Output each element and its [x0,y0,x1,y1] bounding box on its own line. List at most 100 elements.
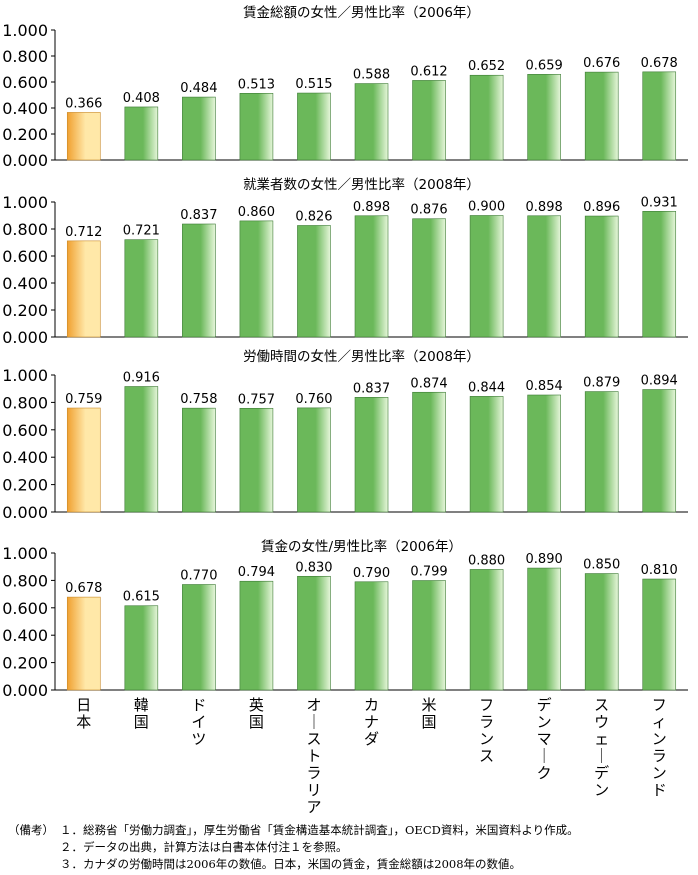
data-label: 0.916 [123,371,160,386]
x-tick-label: 日本 [76,696,91,731]
y-tick-label: 0.200 [2,476,48,495]
y-tick-label: 0.000 [2,151,48,170]
y-tick-label: 0.000 [2,681,48,700]
bar-オーストラリア [297,407,331,513]
note-row-3: ３．カナダの労働時間は2006年の数値。日本，米国の賃金，賃金総額は2008年の… [8,856,579,873]
y-tick-label: 1.000 [2,193,48,212]
x-tick-label: 米国 [422,696,437,731]
data-label: 0.860 [238,205,275,220]
bar-オーストラリア [297,575,331,691]
bar-フランス [469,74,504,161]
data-label: 0.844 [468,380,505,395]
bar-韓国 [124,106,159,161]
y-tick-label: 0.600 [2,247,48,266]
chart-panel-2: 就業者数の女性／男性比率（2008年） 0.000 0.200 0.400 0.600 0… [2,176,688,347]
notes-label: （備考） [8,823,54,837]
bar-米国 [412,80,446,161]
data-label: 0.896 [583,200,620,215]
y-tick-label: 1.000 [2,21,48,40]
chart-title: 労働時間の女性／男性比率（2008年） [243,348,480,365]
bar-ドイツ [182,223,216,338]
x-tick-label: フィンランド [652,696,667,799]
data-label: 0.760 [295,392,332,407]
data-label: 0.931 [641,195,678,210]
data-label: 0.678 [65,581,102,596]
data-label: 0.879 [583,376,620,391]
note-row-2: ２．データの出典，計算方法は白書本体付注１を参照。 [8,839,579,856]
data-label: 0.890 [526,552,563,567]
bar-オーストラリア [297,225,331,338]
data-label: 0.515 [295,77,332,92]
chart-panel-1: 賃金総額の女性／男性比率（2006年） 0.000 0.200 0.400 0.600 0… [2,4,688,170]
data-label: 0.880 [468,553,505,568]
bar-米国 [412,580,446,691]
bar-英国 [239,93,274,161]
bar-フィンランド [642,71,677,161]
bar-オーストラリア [297,92,331,161]
bar-韓国 [124,239,159,338]
bar-デンマーク [527,394,561,513]
data-label: 0.712 [65,225,102,240]
bar-フランス [469,396,504,513]
bar-米国 [412,391,446,513]
data-label: 0.757 [238,392,275,407]
y-tick-label: 0.400 [2,448,48,467]
bar-カナダ [354,215,389,338]
y-tick-label: 0.800 [2,47,48,66]
bar-スウェーデン [584,573,619,691]
data-label: 0.676 [583,56,620,71]
data-label: 0.659 [526,58,563,73]
bar-スウェーデン [584,391,619,513]
y-tick-label: 0.400 [2,274,48,293]
data-label: 0.484 [180,81,217,96]
y-tick-label: 0.000 [2,328,48,347]
data-label: 0.876 [410,203,447,218]
x-tick-label: 韓国 [134,696,149,731]
data-label: 0.721 [123,224,160,239]
bar-ドイツ [182,407,216,513]
chart-title: 就業者数の女性／男性比率（2008年） [243,176,480,193]
x-tick-label: スウェ｜デン [594,696,609,799]
y-tick-label: 1.000 [2,366,48,385]
note-1: １．総務省「労働力調査」，厚生労働省「賃金構造基本統計調査」，OECD資料，米国… [60,823,579,837]
data-label: 0.826 [295,209,332,224]
bar-カナダ [354,397,389,513]
bar-デンマーク [527,567,561,691]
chart-panel-4: 賃金の女性/男性比率（2006年） 0.000 0.200 0.400 0.600 0.8… [2,538,688,700]
data-label: 0.366 [65,96,102,111]
bar-日本 [66,407,101,513]
chart-panels: 賃金総額の女性／男性比率（2006年） 0.000 0.200 0.400 0.600 0… [2,4,688,700]
bar-フランス [469,569,504,691]
data-label: 0.794 [238,565,275,580]
data-label: 0.588 [353,68,390,83]
data-label: 0.758 [180,392,217,407]
bar-日本 [66,112,101,161]
x-axis-category-labels: 日本 韓国 ドイツ 英国 オ｜ストラリア カナダ 米国 フランス デンマ｜ク スウェ｜デン フィンラ… [76,696,666,816]
bar-ドイツ [182,96,216,161]
data-label: 0.513 [238,77,275,92]
bar-フィンランド [642,211,677,338]
x-tick-label: オ｜ストラリア [306,696,321,816]
bar-フィンランド [642,389,677,513]
data-label: 0.894 [641,374,678,389]
data-label: 0.678 [641,56,678,71]
bar-デンマーク [527,74,561,161]
bar-カナダ [354,581,389,691]
data-label: 0.898 [353,200,390,215]
bar-日本 [66,240,101,338]
data-label: 0.615 [123,590,160,605]
data-label: 0.790 [353,566,390,581]
y-tick-label: 0.400 [2,626,48,645]
bar-英国 [239,220,274,338]
y-tick-label: 0.800 [2,393,48,412]
chart-title: 賃金総額の女性／男性比率（2006年） [243,4,480,21]
data-label: 0.652 [468,59,505,74]
bar-ドイツ [182,584,216,691]
y-tick-label: 0.600 [2,421,48,440]
bar-日本 [66,596,101,691]
data-label: 0.799 [410,565,447,580]
data-label: 0.759 [65,392,102,407]
y-tick-label: 0.200 [2,301,48,320]
note-3: ３．カナダの労働時間は2006年の数値。日本，米国の賃金，賃金総額は2008年の… [60,857,522,871]
